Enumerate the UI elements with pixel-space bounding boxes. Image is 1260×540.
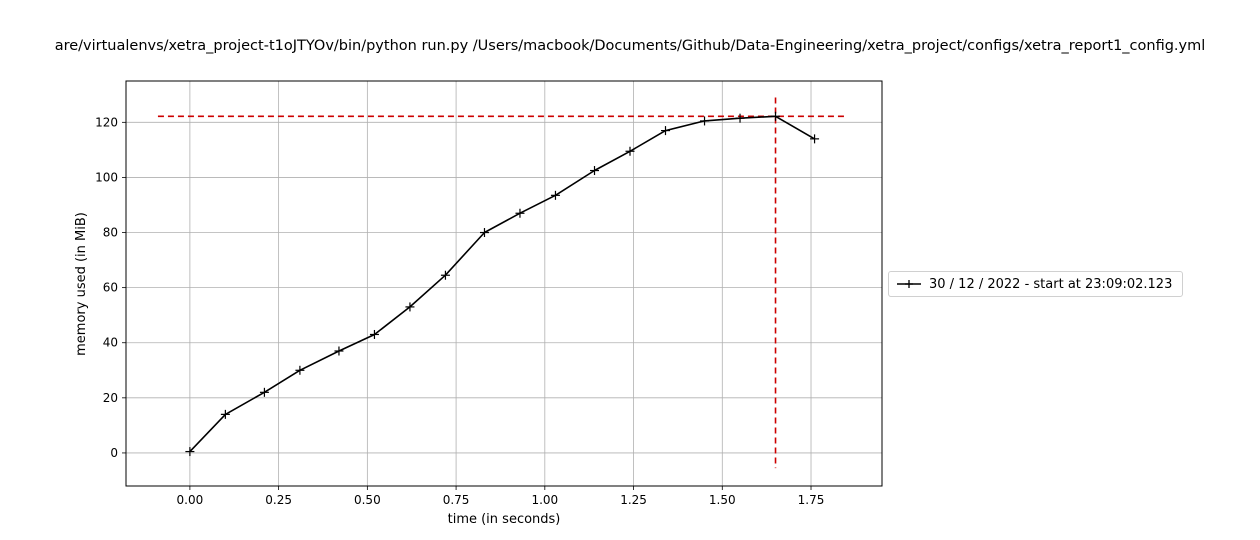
data-point — [515, 208, 525, 218]
y-tick-label: 40 — [103, 336, 118, 350]
x-tick-label: 0.25 — [265, 493, 292, 507]
legend-label: 30 / 12 / 2022 - start at 23:09:02.123 — [929, 276, 1173, 292]
data-point — [625, 146, 635, 156]
grid-lines — [126, 81, 882, 486]
data-point — [220, 409, 230, 419]
data-point — [771, 111, 781, 121]
annotation-lines — [157, 97, 847, 469]
x-axis-label: time (in seconds) — [448, 512, 561, 527]
data-point — [479, 228, 489, 238]
legend-line-marker-icon — [897, 280, 921, 288]
data-point — [660, 126, 670, 136]
x-tick-label: 0.75 — [443, 493, 470, 507]
plot-frame — [125, 80, 883, 487]
data-point — [405, 302, 415, 312]
data-point — [440, 270, 450, 280]
series-layer — [185, 111, 820, 457]
y-tick-label: 60 — [103, 281, 118, 295]
chart-title: are/virtualenvs/xetra_project-t1oJTYOv/b… — [54, 38, 1206, 54]
data-point — [369, 329, 379, 339]
y-tick-label: 20 — [103, 391, 118, 405]
y-tick-label: 100 — [95, 170, 118, 184]
x-tick-label: 0.50 — [354, 493, 381, 507]
x-tick-label: 0.00 — [177, 493, 204, 507]
data-point — [334, 346, 344, 356]
x-tick-label: 1.00 — [531, 493, 558, 507]
y-tick-label: 120 — [95, 115, 118, 129]
x-tick-label: 1.25 — [620, 493, 647, 507]
x-tick-label: 1.75 — [798, 493, 825, 507]
data-point — [185, 447, 195, 457]
y-tick-label: 0 — [110, 446, 118, 460]
data-point — [259, 387, 269, 397]
data-point — [550, 190, 560, 200]
data-point — [590, 166, 600, 176]
series-line — [189, 115, 816, 453]
data-point — [735, 113, 745, 123]
axis-ticks: 0.00 0.25 0.50 0.75 1.00 1.25 1.50 1.75 0 20 40 60 8… — [95, 115, 824, 507]
data-point — [295, 365, 305, 375]
y-tick-label: 80 — [103, 226, 118, 240]
legend: 30 / 12 / 2022 - start at 23:09:02.123 — [888, 271, 1184, 297]
x-tick-label: 1.50 — [709, 493, 736, 507]
y-axis-label: memory used (in MiB) — [74, 212, 89, 356]
data-point — [700, 116, 710, 126]
data-point — [810, 134, 820, 144]
